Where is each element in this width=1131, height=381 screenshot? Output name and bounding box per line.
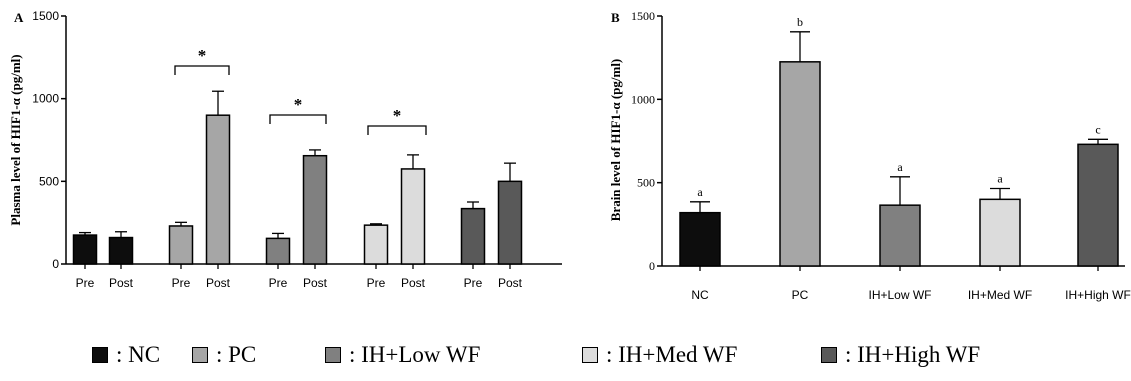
panel-a-bar-pc-pre bbox=[168, 225, 194, 265]
panel-b: B Brain level of HIF1-α (pg/ml) 0 500 1000… bbox=[608, 9, 1131, 302]
panel-b-x-tick-label: NC bbox=[691, 288, 709, 302]
panel-a-bar-high-post bbox=[497, 180, 523, 265]
panel-a-x-tick-label: Post bbox=[401, 276, 426, 290]
panel-a-x-tick-label: Post bbox=[498, 276, 523, 290]
panel-b-significance-letter: b bbox=[797, 15, 803, 29]
legend-swatch-pc bbox=[192, 347, 208, 363]
legend-swatch-nc bbox=[92, 347, 108, 363]
panel-b-y-tick-label: 500 bbox=[637, 176, 655, 190]
panel-a-x-tick-labels: Pre Post Pre Post Pre Post Pre Post Pre Post bbox=[76, 264, 523, 290]
legend-item-pc: : PC bbox=[192, 337, 256, 373]
panel-b-label: B bbox=[611, 10, 620, 25]
legend-item-med: : IH+Med WF bbox=[582, 337, 737, 373]
panel-b-x-tick-label: IH+Med WF bbox=[968, 288, 1032, 302]
panel-b-bar-nc bbox=[679, 211, 721, 267]
panel-b-significance-letter: a bbox=[697, 185, 703, 199]
panel-a-bracket bbox=[367, 125, 427, 135]
panel-b-y-axis-label: Brain level of HIF1-α (pg/ml) bbox=[608, 59, 623, 222]
legend-label-high: : IH+High WF bbox=[845, 342, 981, 367]
panel-b-bar-pc bbox=[779, 61, 821, 267]
panel-b-bar-high bbox=[1077, 143, 1119, 267]
panel-a-x-tick-label: Pre bbox=[172, 276, 191, 290]
panel-a-significance-marker: * bbox=[294, 95, 303, 114]
panel-b-significance-letter: c bbox=[1095, 122, 1100, 136]
panel-a-x-tick-label: Pre bbox=[367, 276, 386, 290]
panel-a-y-ticks: 0 500 1000 1500 bbox=[32, 9, 66, 271]
panel-a-bar-nc-post bbox=[108, 236, 134, 265]
legend-item-nc: : NC bbox=[92, 337, 160, 373]
panel-a-y-tick-label: 1000 bbox=[32, 92, 59, 106]
legend-label-pc: : PC bbox=[216, 342, 257, 367]
panel-a-bars bbox=[72, 90, 523, 265]
panel-a-x-tick-label: Pre bbox=[464, 276, 483, 290]
panel-b-x-tick-label: IH+Low WF bbox=[868, 288, 931, 302]
panel-a-x-tick-label: Post bbox=[303, 276, 328, 290]
legend-item-low: : IH+Low WF bbox=[325, 337, 480, 373]
panel-a-bracket bbox=[174, 65, 230, 75]
legend: : NC : PC : IH+Low WF : IH+Med WF : IH+H… bbox=[0, 337, 1131, 373]
panel-a-x-tick-label: Pre bbox=[76, 276, 95, 290]
panel-a-x-tick-label: Post bbox=[206, 276, 231, 290]
panel-a-y-axis-label: Plasma level of HIF1-α (pg/ml) bbox=[8, 54, 23, 225]
panel-b-bar-low bbox=[879, 204, 921, 267]
panel-a-bar-nc-pre bbox=[72, 234, 98, 265]
panel-b-y-tick-label: 1500 bbox=[631, 9, 655, 23]
legend-swatch-med bbox=[582, 347, 598, 363]
panel-b-x-tick-label: IH+High WF bbox=[1065, 288, 1131, 302]
legend-item-high: : IH+High WF bbox=[821, 337, 980, 373]
panel-a-bar-low-pre bbox=[265, 237, 291, 265]
panel-a-significance-marker: * bbox=[198, 46, 207, 65]
legend-label-med: : IH+Med WF bbox=[606, 342, 738, 367]
panel-b-y-tick-label: 1000 bbox=[631, 92, 655, 106]
panel-a-y-tick-label: 1500 bbox=[32, 9, 59, 23]
panel-a-y-tick-label: 0 bbox=[52, 257, 59, 271]
panel-a-bar-low-post bbox=[302, 154, 328, 265]
panel-a: A Plasma level of HIF1-α (pg/ml) 0 500 100… bbox=[8, 9, 562, 290]
panel-a-significance-brackets: * * * bbox=[174, 46, 427, 135]
panel-b-bars: a b a a c bbox=[679, 15, 1119, 267]
legend-swatch-high bbox=[821, 347, 837, 363]
panel-a-bar-med-pre bbox=[363, 224, 389, 265]
panel-a-bracket bbox=[269, 114, 327, 124]
legend-label-nc: : NC bbox=[116, 342, 161, 367]
panel-a-bar-pc-post bbox=[205, 114, 231, 265]
panel-a-bar-high-pre bbox=[460, 207, 486, 265]
panel-b-x-tick-labels: NC PC IH+Low WF IH+Med WF IH+High WF bbox=[691, 266, 1131, 302]
legend-label-low: : IH+Low WF bbox=[349, 342, 481, 367]
panel-a-x-tick-label: Pre bbox=[269, 276, 288, 290]
legend-swatch-low bbox=[325, 347, 341, 363]
panel-b-bar-med bbox=[979, 198, 1021, 267]
panel-b-x-tick-label: PC bbox=[792, 288, 809, 302]
panel-a-bar-med-post bbox=[400, 168, 426, 265]
panel-a-significance-marker: * bbox=[393, 106, 402, 125]
panel-b-y-tick-label: 0 bbox=[649, 259, 655, 273]
panel-a-label: A bbox=[14, 10, 24, 25]
panel-b-y-ticks: 0 500 1000 1500 bbox=[631, 9, 662, 273]
panel-a-x-tick-label: Post bbox=[109, 276, 134, 290]
panel-b-significance-letter: a bbox=[897, 160, 903, 174]
panel-a-y-tick-label: 500 bbox=[39, 174, 59, 188]
panel-b-significance-letter: a bbox=[997, 172, 1003, 186]
